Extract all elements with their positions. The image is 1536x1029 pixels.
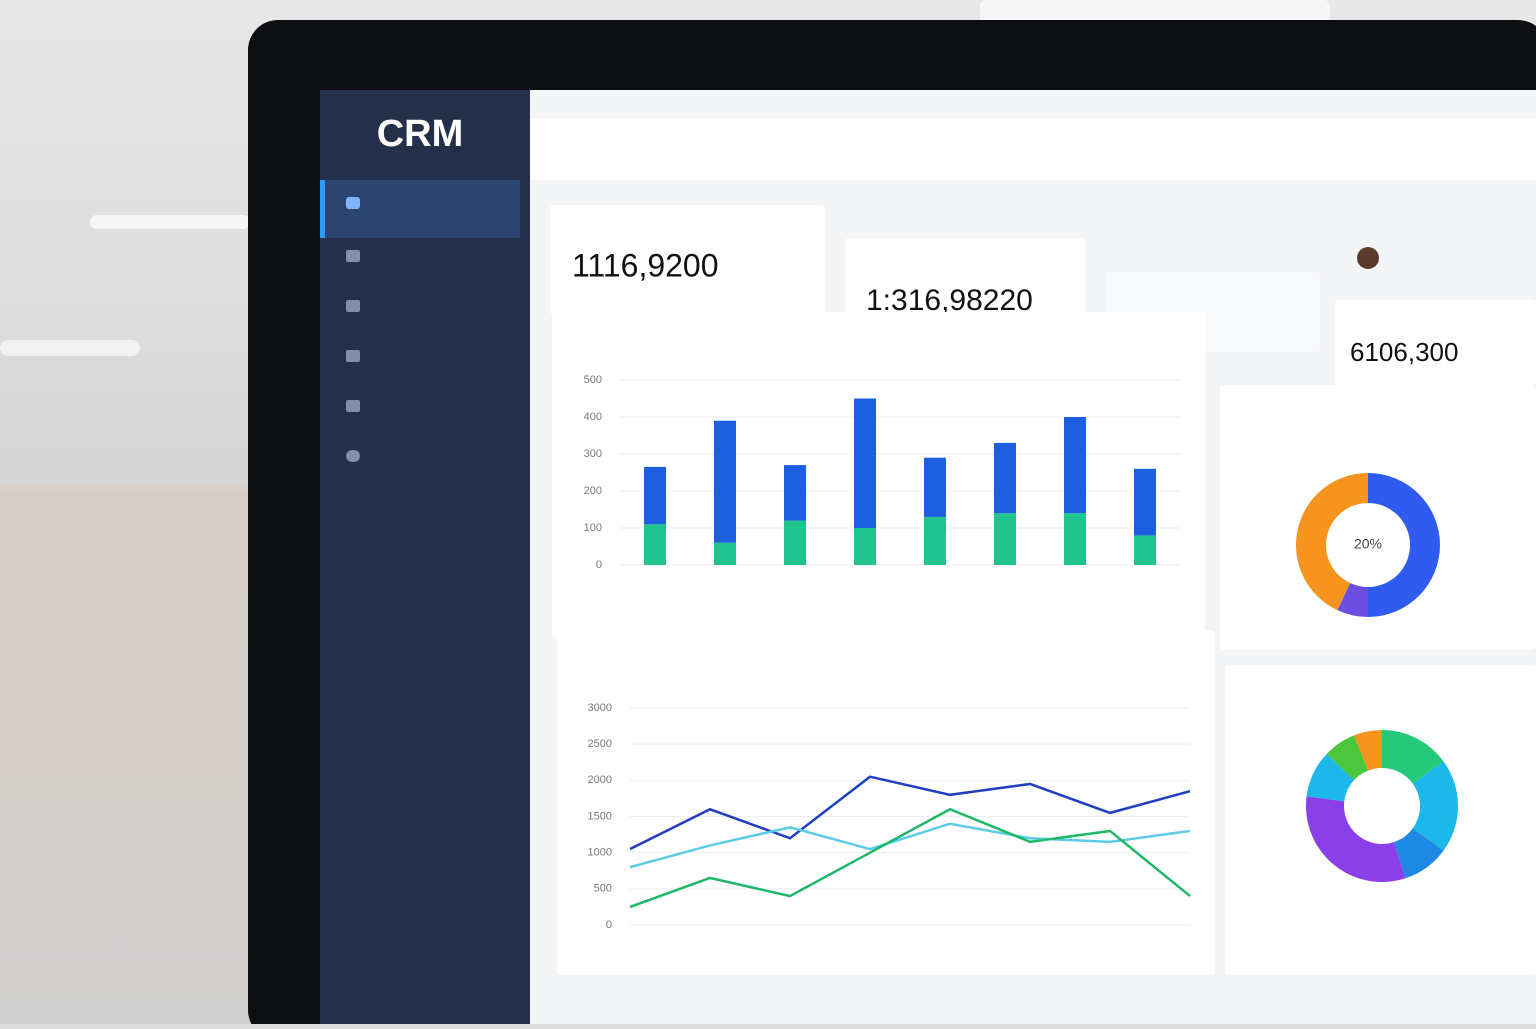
charts: 0 100 200 300 400 500 0 500 1000 1500 2000 2500 3000…	[584, 374, 1458, 931]
panel	[1225, 665, 1536, 975]
nav-icon[interactable]	[346, 300, 360, 312]
panel	[557, 630, 1215, 975]
bar-segment	[924, 457, 946, 517]
bar-segment	[714, 542, 736, 565]
y-tick-label: 300	[584, 448, 602, 460]
y-tick-label: 2000	[588, 774, 612, 786]
bar-segment	[854, 528, 876, 565]
line-series	[629, 822, 1191, 869]
bar-segment	[714, 420, 736, 543]
donut-slice	[1306, 796, 1406, 883]
bar-segment	[784, 520, 806, 565]
bar-segment	[994, 513, 1016, 565]
bar-segment	[924, 516, 946, 565]
avatar[interactable]	[1357, 247, 1379, 269]
y-tick-label: 1500	[588, 810, 612, 822]
line-series	[629, 775, 1191, 851]
nav-icon[interactable]	[346, 450, 360, 462]
bar-segment	[784, 465, 806, 521]
nav-icon[interactable]	[346, 350, 360, 362]
donut-slice	[1296, 473, 1368, 611]
donut-slice	[1382, 730, 1444, 784]
y-tick-label: 0	[596, 559, 602, 571]
y-tick-label: 500	[584, 374, 602, 386]
ceiling-light	[90, 215, 250, 229]
bar-segment	[1134, 468, 1156, 536]
nav-icon[interactable]	[346, 250, 360, 262]
y-tick-label: 1000	[588, 847, 612, 859]
bar-segment	[1064, 417, 1086, 514]
logo: CRM	[377, 113, 464, 155]
kpi-value: 1:316,98220	[866, 284, 1033, 317]
kpi-card	[550, 205, 825, 315]
donut-slice	[1412, 761, 1458, 851]
sidebar	[320, 90, 530, 1024]
y-tick-label: 3000	[588, 702, 612, 714]
donut-slice	[1326, 735, 1369, 780]
y-tick-label: 200	[584, 485, 602, 497]
nav-indicator	[320, 180, 325, 238]
y-tick-label: 0	[606, 919, 612, 931]
y-tick-label: 400	[584, 411, 602, 423]
nav-icon[interactable]	[346, 400, 360, 412]
header	[530, 118, 1536, 180]
donut-slice	[1354, 730, 1382, 771]
kpi-value: 6106,300	[1350, 337, 1458, 367]
panel	[1220, 385, 1536, 650]
kpi-card	[1335, 300, 1536, 385]
bar-segment	[854, 398, 876, 528]
bar-segment	[1064, 513, 1086, 565]
y-tick-label: 100	[584, 522, 602, 534]
donut-center-label: 20%	[1354, 536, 1382, 552]
ceiling-light	[0, 340, 140, 356]
y-tick-label: 2500	[588, 738, 612, 750]
donut-slice	[1337, 583, 1368, 617]
donut-slice	[1368, 473, 1440, 617]
bar-segment	[1134, 535, 1156, 565]
donut-slice	[1393, 828, 1444, 879]
bar-segment	[644, 524, 666, 565]
bar-segment	[644, 466, 666, 525]
nav-icon	[346, 197, 360, 209]
line-series	[629, 807, 1191, 909]
y-tick-label: 500	[594, 883, 612, 895]
bar-segment	[994, 442, 1016, 514]
kpi-value: 1116,9200	[572, 247, 719, 283]
donut-slice	[1306, 753, 1355, 802]
